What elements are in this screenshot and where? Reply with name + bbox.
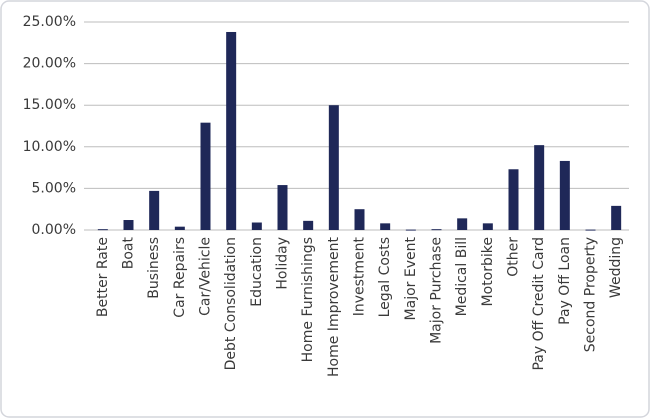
x-tick-label: Home Improvement [326,237,342,377]
bar [200,122,211,230]
bar [482,223,493,230]
x-tick-label: Home Furnishings [300,237,316,362]
bar [431,229,442,231]
bar [508,169,519,230]
x-tick-label: Car Repairs [172,237,188,318]
bar [123,220,134,230]
bar [251,222,262,230]
bar [174,226,185,230]
bar [534,145,545,230]
x-tick-label: Second Property [583,237,599,352]
x-tick-label: Better Rate [95,237,111,317]
x-tick-label: Holiday [275,237,291,290]
bar [277,185,288,230]
x-tick-label: Business [146,237,162,299]
x-tick-label: Major Purchase [429,237,445,344]
bar [405,229,416,231]
y-tick-label: 10.00% [23,139,76,155]
x-tick-label: Other [506,237,522,277]
bar [97,229,108,231]
bar [585,229,596,231]
x-tick-label: Education [249,237,265,307]
bar [226,31,237,231]
x-tick-label: Major Event [403,237,419,321]
bar [354,209,365,230]
bar [303,220,314,230]
x-tick-label: Wedding [608,237,624,298]
x-tick-label: Car/Vehicle [198,237,214,316]
x-tick-label: Pay Off Credit Card [531,237,547,371]
y-tick-label: 15.00% [23,97,76,113]
y-tick-label: 0.00% [32,222,76,238]
bar [328,105,339,230]
x-tick-label: Debt Consolidation [223,237,239,370]
bar [559,160,570,230]
x-tick-label: Medical Bill [454,237,470,316]
bar [380,223,391,230]
bar [457,218,468,230]
y-tick-label: 25.00% [23,14,76,30]
x-tick-label: Motorbike [480,237,496,306]
x-tick-label: Legal Costs [377,237,393,317]
x-tick-label: Pay Off Loan [557,237,573,325]
y-tick-label: 20.00% [23,56,76,72]
y-tick-label: 5.00% [32,180,76,196]
bar [149,190,160,230]
x-tick-label: Investment [352,236,368,316]
bar [611,205,622,230]
x-tick-label: Boat [121,237,137,270]
